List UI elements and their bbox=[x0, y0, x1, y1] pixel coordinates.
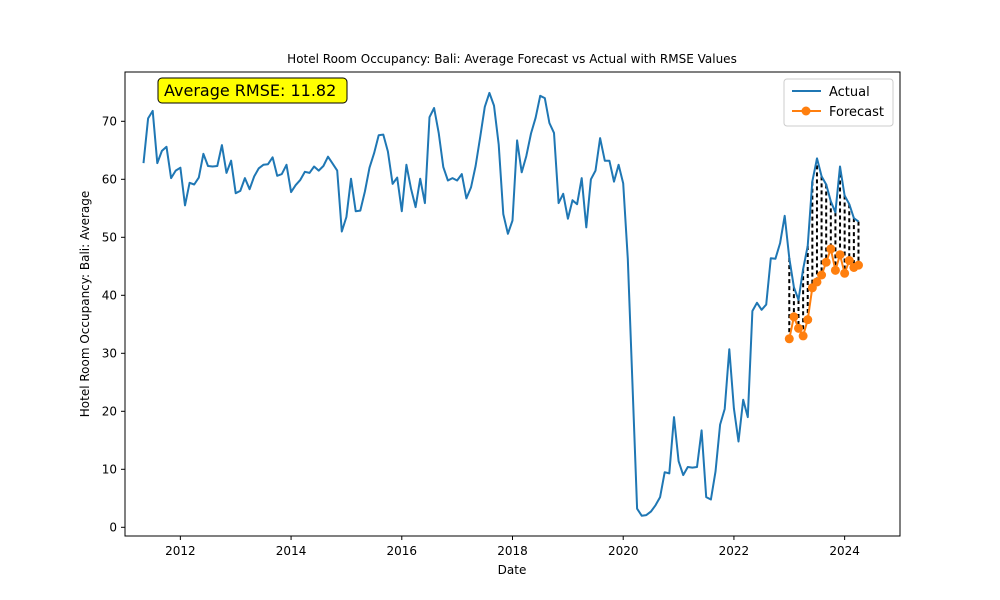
forecast-point bbox=[835, 250, 845, 260]
forecast-point bbox=[803, 315, 813, 325]
forecast-point bbox=[840, 268, 850, 278]
legend-forecast-marker bbox=[801, 106, 811, 116]
y-tick-label: 60 bbox=[102, 172, 117, 186]
y-tick-label: 50 bbox=[102, 230, 117, 244]
forecast-point bbox=[853, 260, 863, 270]
forecast-point bbox=[789, 312, 799, 322]
y-tick-label: 70 bbox=[102, 114, 117, 128]
y-tick-label: 40 bbox=[102, 288, 117, 302]
legend-actual-label: Actual bbox=[829, 85, 870, 100]
x-tick-label: 2018 bbox=[497, 544, 528, 558]
x-axis-title: Date bbox=[498, 563, 527, 577]
forecast-point bbox=[784, 334, 794, 344]
y-tick-label: 10 bbox=[102, 462, 117, 476]
forecast-point bbox=[794, 323, 804, 333]
x-tick-label: 2020 bbox=[608, 544, 639, 558]
forecast-point bbox=[821, 257, 831, 267]
actual-series-line bbox=[142, 91, 860, 517]
error-lines bbox=[788, 158, 860, 339]
chart-title: Hotel Room Occupancy: Bali: Average Fore… bbox=[287, 52, 737, 66]
y-tick-label: 20 bbox=[102, 404, 117, 418]
forecast-point bbox=[844, 256, 854, 265]
forecast-point bbox=[812, 277, 822, 287]
plot-area bbox=[125, 72, 900, 536]
y-tick-label: 0 bbox=[109, 520, 117, 534]
y-tick-label: 30 bbox=[102, 346, 117, 360]
rmse-annotation: Average RMSE: 11.82 bbox=[157, 77, 348, 104]
x-tick-label: 2022 bbox=[719, 544, 750, 558]
y-axis-title: Hotel Room Occupancy: Bali: Average bbox=[78, 191, 92, 417]
forecast-point bbox=[817, 270, 827, 280]
legend-forecast-label: Forecast bbox=[829, 105, 884, 120]
plot-frame bbox=[124, 71, 901, 537]
x-tick-label: 2012 bbox=[165, 544, 196, 558]
legend: Actual Forecast bbox=[783, 78, 894, 127]
x-tick-label: 2024 bbox=[829, 544, 860, 558]
x-tick-label: 2016 bbox=[387, 544, 418, 558]
forecast-point bbox=[798, 331, 808, 341]
x-tick-label: 2014 bbox=[276, 544, 307, 558]
forecast-point bbox=[826, 244, 836, 254]
forecast-markers bbox=[784, 244, 863, 344]
rmse-annotation-text: Average RMSE: 11.82 bbox=[164, 81, 336, 100]
x-axis: 2012 2014 2016 2018 2020 2022 2024 bbox=[165, 536, 860, 558]
rmse-annotation-box bbox=[157, 77, 348, 104]
forecast-point bbox=[830, 265, 840, 275]
y-axis: 0 10 20 30 40 50 60 70 bbox=[102, 114, 125, 534]
